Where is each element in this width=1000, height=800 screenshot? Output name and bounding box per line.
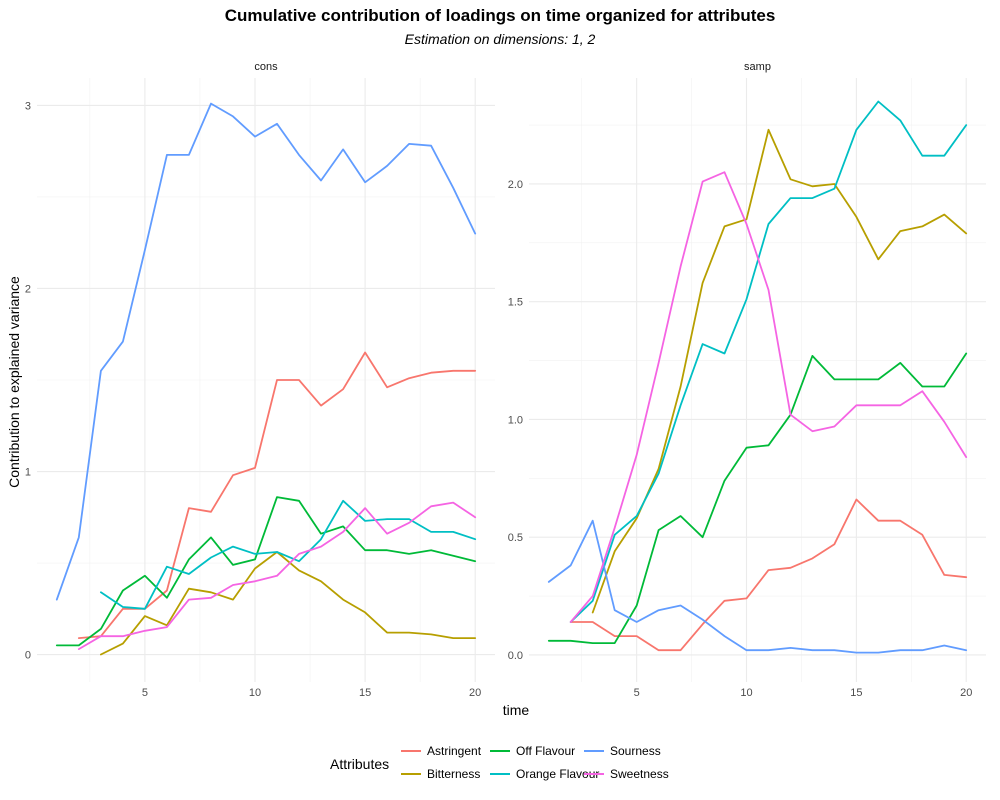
- chart-subtitle: Estimation on dimensions: 1, 2: [404, 31, 596, 47]
- panel-cons: cons 0 1 2 3 5 10 15 20: [25, 61, 495, 699]
- y-tick-label: 0.5: [508, 532, 523, 544]
- legend-label-bitterness: Bitterness: [427, 767, 480, 781]
- panel-label-samp: samp: [744, 61, 771, 73]
- x-tick-label: 10: [249, 687, 261, 699]
- y-tick-label: 3: [25, 100, 31, 112]
- series-line-sourness: [55, 102, 477, 601]
- y-tick-label: 1.0: [508, 414, 523, 426]
- series-line-sweetness: [77, 501, 477, 650]
- series-line-sweetness: [569, 171, 968, 623]
- series-line-orange-flavour: [100, 499, 477, 610]
- x-axis-title: time: [503, 702, 530, 718]
- y-tick-label: 1.5: [508, 297, 523, 309]
- y-tick-label: 0.0: [508, 650, 523, 662]
- series-line-bitterness: [591, 128, 968, 614]
- x-tick-label: 5: [634, 687, 640, 699]
- x-tick-label: 5: [142, 687, 148, 699]
- series-line-off-flavour: [547, 352, 968, 644]
- chart-title: Cumulative contribution of loadings on t…: [224, 6, 776, 25]
- series-line-sourness: [547, 519, 968, 654]
- x-tick-label: 15: [359, 687, 371, 699]
- legend-label-off-flavour: Off Flavour: [516, 744, 575, 758]
- y-axis-title: Contribution to explained variance: [6, 276, 22, 488]
- legend-label-astringent: Astringent: [427, 744, 482, 758]
- y-tick-label: 0: [25, 650, 31, 662]
- legend-label-sweetness: Sweetness: [610, 767, 669, 781]
- legend-label-orange-flavour: Orange Flavour: [516, 767, 599, 781]
- x-tick-label: 20: [469, 687, 481, 699]
- y-tick-label: 2: [25, 283, 31, 295]
- x-tick-label: 15: [850, 687, 862, 699]
- x-tick-label: 20: [960, 687, 972, 699]
- series-line-off-flavour: [55, 496, 477, 647]
- y-tick-label: 1: [25, 467, 31, 479]
- panel-samp: samp 0.0 0.5 1.0 1.5 2.0 5 10 15 20: [508, 61, 986, 699]
- y-tick-label: 2.0: [508, 179, 523, 191]
- legend-title: Attributes: [330, 756, 389, 772]
- legend: Attributes Astringent Bitterness Off Flavo…: [330, 744, 669, 781]
- series-line-astringent: [569, 498, 968, 652]
- series-line-bitterness: [100, 551, 477, 656]
- series-line-astringent: [77, 351, 477, 639]
- x-tick-label: 10: [740, 687, 752, 699]
- panel-label-cons: cons: [254, 61, 278, 73]
- series-line-orange-flavour: [569, 100, 968, 623]
- legend-label-sourness: Sourness: [610, 744, 661, 758]
